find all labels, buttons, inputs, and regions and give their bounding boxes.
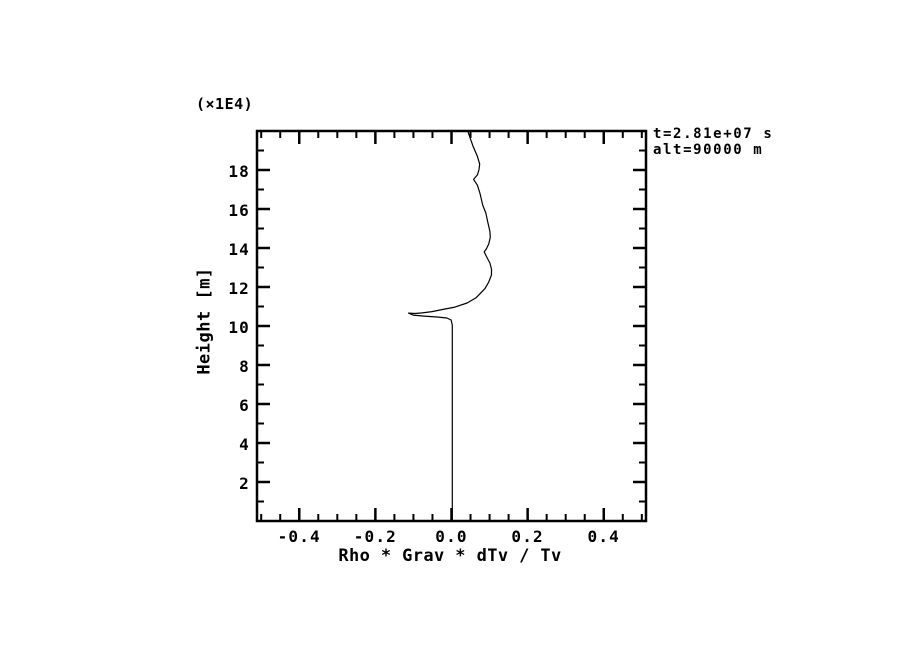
annotation-time: t=2.81e+07 s xyxy=(653,126,774,142)
x-tick-label: -0.2 xyxy=(353,527,398,546)
y-tick-label: 4 xyxy=(239,435,250,454)
plot-frame xyxy=(255,129,648,523)
x-tick-label: -0.4 xyxy=(277,527,321,546)
x-tick-label: 0.2 xyxy=(511,527,544,546)
y-axis-multiplier-label: (×1E4) xyxy=(196,95,254,113)
annotation-altitude: alt=90000 m xyxy=(653,142,764,158)
data-curve xyxy=(407,131,493,521)
y-tick-label: 14 xyxy=(228,240,250,259)
x-axis-title: Rho * Grav * dTv / Tv xyxy=(338,546,562,566)
x-tick-label: 0.4 xyxy=(587,527,620,546)
y-tick-label: 2 xyxy=(239,474,250,493)
y-tick-label: 16 xyxy=(228,201,250,220)
y-tick-label: 18 xyxy=(228,162,250,181)
x-tick-label: 0.0 xyxy=(435,527,468,546)
y-tick-label: 6 xyxy=(239,396,250,415)
y-tick-label: 10 xyxy=(228,318,250,337)
y-tick-label: 12 xyxy=(228,279,250,298)
y-tick-label: 8 xyxy=(239,357,250,376)
